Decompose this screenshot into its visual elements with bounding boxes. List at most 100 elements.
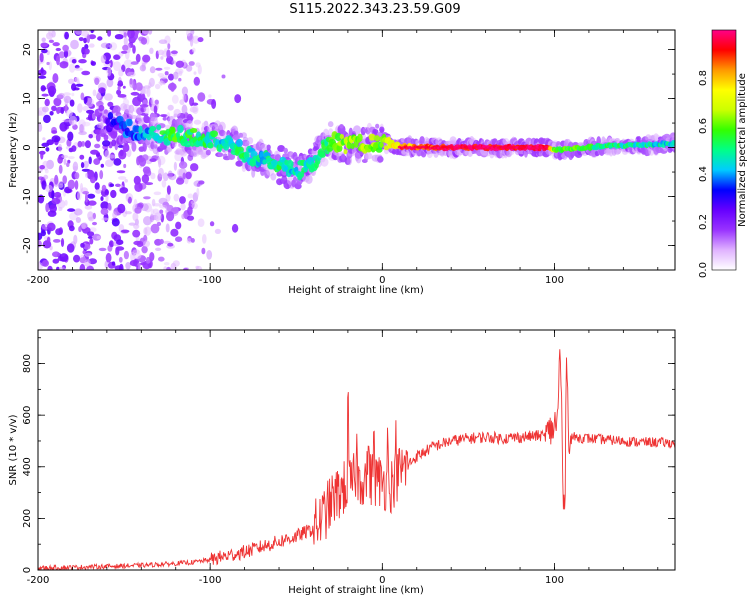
noise-blob: [197, 92, 206, 102]
noise-blob: [143, 196, 151, 200]
noise-blob: [195, 265, 199, 270]
noise-blob: [38, 240, 42, 248]
noise-blob: [186, 238, 192, 244]
noise-blob: [51, 130, 58, 134]
noise-blob: [48, 39, 55, 43]
noise-blob: [40, 151, 44, 160]
noise-blob: [180, 203, 186, 211]
noise-blob: [182, 94, 186, 102]
noise-blob: [38, 232, 43, 241]
noise-blob: [53, 97, 62, 107]
colorbar-frame: [711, 29, 737, 271]
noise-blob: [80, 162, 85, 169]
noise-blob: [201, 247, 206, 255]
noise-blob: [74, 67, 83, 71]
colorbar-label: Normalized spectral amplitude: [737, 73, 748, 227]
colorbar-tick-label: 0.2: [698, 214, 709, 230]
snr-y-tick-label: 0: [22, 567, 33, 573]
ridge-mark: [223, 142, 230, 151]
noise-blob: [85, 97, 94, 108]
noise-blob: [234, 94, 242, 104]
noise-blob: [211, 99, 217, 109]
noise-blob: [59, 253, 69, 262]
noise-blob: [154, 83, 161, 90]
noise-blob: [111, 218, 120, 227]
noise-blob: [66, 162, 70, 167]
noise-blob: [52, 73, 59, 84]
noise-blob: [149, 47, 154, 54]
noise-blob: [123, 163, 127, 169]
halo-blob: [240, 132, 247, 139]
noise-blob: [82, 105, 89, 112]
noise-blob: [181, 104, 188, 115]
noise-blob: [107, 202, 112, 211]
noise-blob: [118, 69, 124, 77]
noise-blob: [160, 56, 164, 60]
halo-blob: [372, 129, 379, 134]
noise-blob: [123, 250, 129, 260]
noise-blob: [104, 150, 110, 159]
halo-blob: [379, 126, 385, 133]
halo-blob: [227, 153, 236, 160]
noise-blob: [166, 49, 171, 59]
noise-blob: [38, 75, 47, 79]
noise-blob: [111, 139, 117, 147]
noise-blob: [40, 42, 48, 48]
noise-blob: [71, 59, 77, 64]
halo-blob: [283, 147, 289, 154]
noise-blob: [80, 242, 85, 248]
noise-blob: [59, 122, 68, 132]
noise-blob: [72, 161, 79, 172]
noise-blob: [107, 101, 114, 107]
noise-blob: [54, 174, 59, 185]
noise-blob: [123, 59, 133, 68]
noise-blob: [132, 96, 142, 107]
halo-blob: [186, 120, 193, 128]
noise-blob: [118, 256, 123, 263]
snr-ticks: -200 -100 0 100 0 200 400 600 800: [22, 330, 675, 586]
noise-blob: [88, 216, 94, 222]
noise-blob: [105, 193, 109, 203]
noise-blob: [79, 123, 84, 133]
noise-blob: [38, 122, 43, 132]
noise-blob: [42, 137, 46, 141]
noise-blob: [98, 247, 107, 252]
noise-blob: [42, 259, 49, 267]
snr-y-tick-label: 200: [22, 509, 33, 528]
ridge-mark: [334, 132, 342, 142]
noise-blob: [49, 111, 54, 116]
noise-blob: [79, 263, 86, 270]
spectrogram-heat-layer: [38, 30, 675, 270]
noise-blob: [96, 235, 101, 240]
noise-blob: [195, 62, 201, 68]
noise-blob: [38, 59, 41, 66]
noise-blob: [154, 99, 159, 105]
halo-blob: [320, 157, 329, 167]
noise-blob: [134, 182, 143, 192]
noise-blob: [173, 193, 180, 202]
noise-blob: [80, 222, 88, 229]
noise-blob: [115, 246, 120, 256]
noise-blob: [141, 245, 148, 254]
snr-x-tick-label: 0: [379, 575, 385, 586]
noise-blob: [149, 252, 155, 262]
noise-blob: [74, 77, 80, 83]
noise-blob: [68, 78, 75, 85]
noise-blob: [113, 158, 122, 166]
noise-blob: [119, 187, 129, 194]
ridge-mark: [156, 124, 162, 131]
noise-blob: [111, 261, 116, 266]
noise-blob: [84, 96, 88, 104]
halo-blob: [110, 130, 118, 139]
noise-blob: [83, 160, 89, 169]
noise-blob: [118, 149, 127, 160]
noise-blob: [82, 243, 91, 250]
noise-blob: [149, 158, 157, 163]
noise-blob: [206, 250, 213, 260]
noise-blob: [110, 189, 117, 199]
noise-blob: [87, 193, 96, 199]
noise-blob: [109, 42, 118, 51]
noise-blob: [62, 175, 67, 185]
noise-blob: [80, 182, 83, 193]
